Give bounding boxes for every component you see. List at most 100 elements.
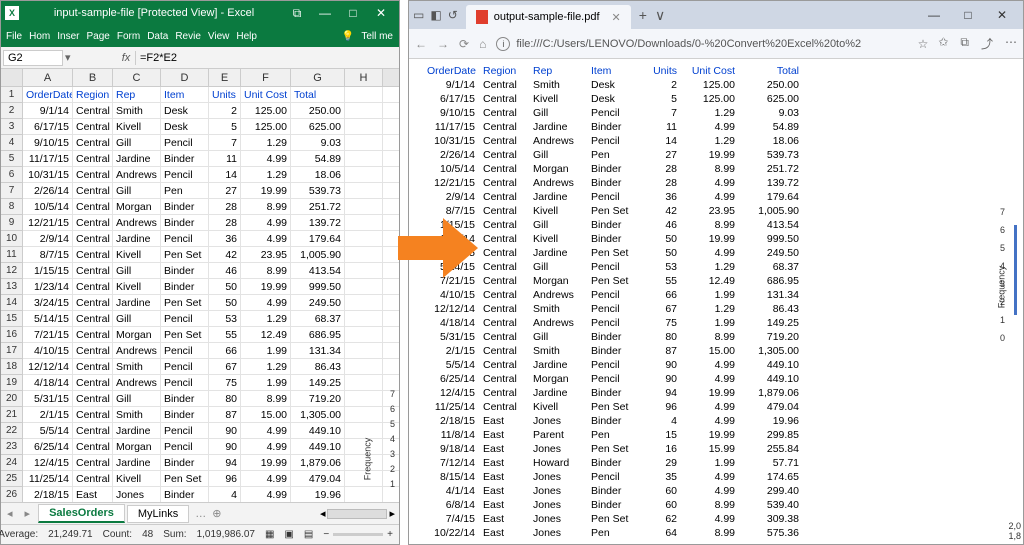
- cell[interactable]: 149.25: [291, 375, 345, 390]
- cell[interactable]: Kivell: [113, 247, 161, 262]
- cell[interactable]: 125.00: [241, 103, 291, 118]
- ribbon-tab-data[interactable]: Data: [144, 31, 171, 42]
- share-icon[interactable]: ⤴: [981, 35, 993, 52]
- sidebar-icon[interactable]: ▭: [413, 8, 424, 22]
- cell[interactable]: 10/5/14: [23, 199, 73, 214]
- favorite-icon[interactable]: ☆: [918, 37, 929, 51]
- table-row[interactable]: 3/24/15CentralJardinePen Set504.99249.50: [23, 295, 399, 311]
- cell[interactable]: 1,879.06: [291, 455, 345, 470]
- row-header[interactable]: 16: [1, 327, 23, 343]
- cell[interactable]: 27: [209, 183, 241, 198]
- cell[interactable]: 54.89: [291, 151, 345, 166]
- cell[interactable]: 1.29: [241, 167, 291, 182]
- cell[interactable]: 1.29: [241, 311, 291, 326]
- cell[interactable]: Kivell: [113, 471, 161, 486]
- browser-tab[interactable]: output-sample-file.pdf ✕: [466, 5, 631, 29]
- cell[interactable]: Pen: [161, 183, 209, 198]
- cell[interactable]: 999.50: [291, 279, 345, 294]
- cell[interactable]: Desk: [161, 119, 209, 134]
- cell[interactable]: 96: [209, 471, 241, 486]
- cell[interactable]: Binder: [161, 263, 209, 278]
- reading-icon[interactable]: ⧉: [960, 35, 969, 52]
- table-row[interactable]: 9/1/14CentralSmithDesk2125.00250.00: [23, 103, 399, 119]
- back-icon[interactable]: ←: [415, 37, 427, 51]
- sheet-nav-next-icon[interactable]: ▸: [19, 507, 37, 520]
- row-header[interactable]: 22: [1, 423, 23, 439]
- cell[interactable]: 449.10: [291, 439, 345, 454]
- row-header[interactable]: 24: [1, 455, 23, 471]
- cell[interactable]: 67: [209, 359, 241, 374]
- cell[interactable]: 7/21/15: [23, 327, 73, 342]
- cell[interactable]: 66: [209, 343, 241, 358]
- cell[interactable]: Central: [73, 439, 113, 454]
- row-header[interactable]: 3: [1, 119, 23, 135]
- cell[interactable]: Andrews: [113, 343, 161, 358]
- cell[interactable]: Central: [73, 167, 113, 182]
- cell[interactable]: 4.99: [241, 215, 291, 230]
- table-row[interactable]: 5/5/14CentralJardinePencil904.99449.10: [23, 423, 399, 439]
- cell[interactable]: Central: [73, 455, 113, 470]
- cell[interactable]: Andrews: [113, 215, 161, 230]
- cell[interactable]: Binder: [161, 199, 209, 214]
- row-header[interactable]: 10: [1, 231, 23, 247]
- cell[interactable]: 5/5/14: [23, 423, 73, 438]
- cell[interactable]: Central: [73, 199, 113, 214]
- row-header[interactable]: 20: [1, 391, 23, 407]
- cell[interactable]: Central: [73, 343, 113, 358]
- cell[interactable]: 23.95: [241, 247, 291, 262]
- cell[interactable]: 4: [209, 487, 241, 502]
- cell[interactable]: 12/4/15: [23, 455, 73, 470]
- cell[interactable]: 1/23/14: [23, 279, 73, 294]
- row-header[interactable]: 12: [1, 263, 23, 279]
- column-header-F[interactable]: F: [241, 69, 291, 86]
- row-header[interactable]: 19: [1, 375, 23, 391]
- cell[interactable]: 2/18/15: [23, 487, 73, 502]
- cell[interactable]: Gill: [113, 311, 161, 326]
- cell[interactable]: Gill: [113, 391, 161, 406]
- cell[interactable]: Pencil: [161, 439, 209, 454]
- table-row[interactable]: 1/15/15CentralGillBinder468.99413.54: [23, 263, 399, 279]
- excel-min-icon[interactable]: ―: [311, 6, 339, 20]
- cell[interactable]: 12/12/14: [23, 359, 73, 374]
- cell[interactable]: 42: [209, 247, 241, 262]
- cell[interactable]: East: [73, 487, 113, 502]
- cell[interactable]: 625.00: [291, 119, 345, 134]
- row-header[interactable]: 18: [1, 359, 23, 375]
- cell[interactable]: 131.34: [291, 343, 345, 358]
- cell[interactable]: 50: [209, 295, 241, 310]
- cell[interactable]: Central: [73, 119, 113, 134]
- sheet-tab-mylinks[interactable]: MyLinks: [127, 505, 189, 523]
- cell[interactable]: 1,305.00: [291, 407, 345, 422]
- sheet-tab-salesorders[interactable]: SalesOrders: [38, 504, 125, 523]
- cell[interactable]: 80: [209, 391, 241, 406]
- row-header[interactable]: 15: [1, 311, 23, 327]
- new-tab-icon[interactable]: +: [639, 7, 647, 23]
- browser-max-icon[interactable]: □: [951, 8, 985, 22]
- ribbon-tab-hom[interactable]: Hom: [26, 31, 53, 42]
- cell[interactable]: Jones: [113, 487, 161, 502]
- cell[interactable]: 2: [209, 103, 241, 118]
- cell[interactable]: 68.37: [291, 311, 345, 326]
- cell[interactable]: 5: [209, 119, 241, 134]
- table-row[interactable]: 2/9/14CentralJardinePencil364.99179.64: [23, 231, 399, 247]
- cell[interactable]: Central: [73, 263, 113, 278]
- cell[interactable]: 6/17/15: [23, 119, 73, 134]
- cell[interactable]: Central: [73, 279, 113, 294]
- cell[interactable]: 2/26/14: [23, 183, 73, 198]
- cell[interactable]: Smith: [113, 359, 161, 374]
- row-header[interactable]: 4: [1, 135, 23, 151]
- table-row[interactable]: 2/1/15CentralSmithBinder8715.001,305.00: [23, 407, 399, 423]
- cell[interactable]: 19.99: [241, 183, 291, 198]
- column-header-E[interactable]: E: [209, 69, 241, 86]
- column-header-A[interactable]: A: [23, 69, 73, 86]
- sheet-more-icon[interactable]: …: [195, 508, 206, 520]
- row-header[interactable]: 11: [1, 247, 23, 263]
- cell[interactable]: Central: [73, 103, 113, 118]
- cell[interactable]: 94: [209, 455, 241, 470]
- table-row[interactable]: 4/18/14CentralAndrewsPencil751.99149.25: [23, 375, 399, 391]
- address-bar[interactable]: i file:///C:/Users/LENOVO/Downloads/0-%2…: [496, 37, 907, 51]
- sheet-add-icon[interactable]: ⊕: [212, 507, 221, 520]
- home-icon[interactable]: ⌂: [479, 37, 486, 51]
- cell[interactable]: Central: [73, 135, 113, 150]
- row-header[interactable]: 8: [1, 199, 23, 215]
